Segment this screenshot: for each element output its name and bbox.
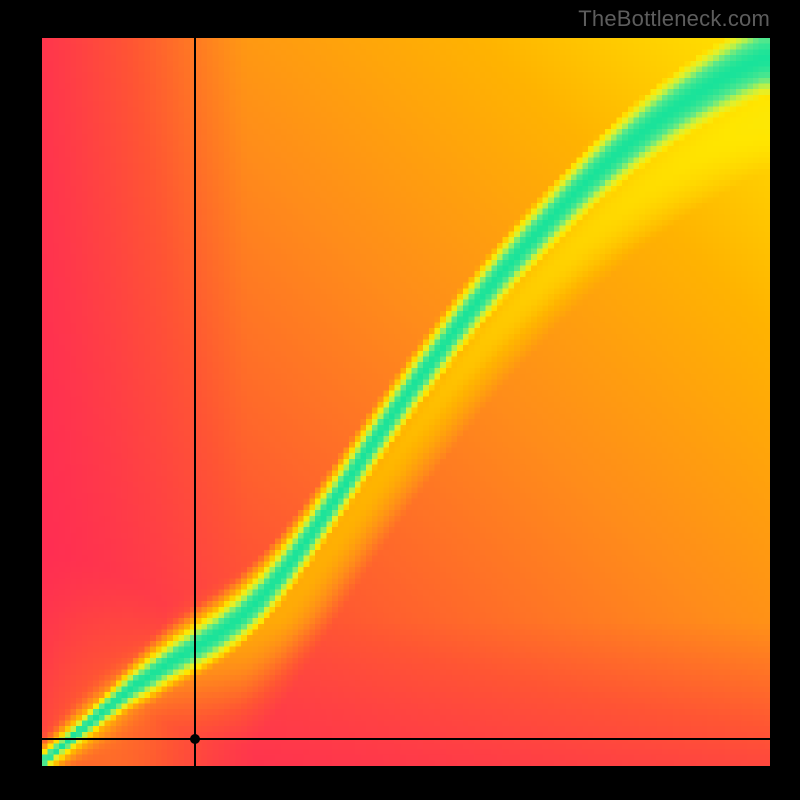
bottleneck-heatmap (42, 38, 770, 766)
watermark-text: TheBottleneck.com (578, 6, 770, 32)
crosshair-horizontal (42, 738, 770, 739)
chart-container: TheBottleneck.com (0, 0, 800, 800)
crosshair-vertical (194, 38, 195, 766)
crosshair-marker-dot (190, 734, 200, 744)
